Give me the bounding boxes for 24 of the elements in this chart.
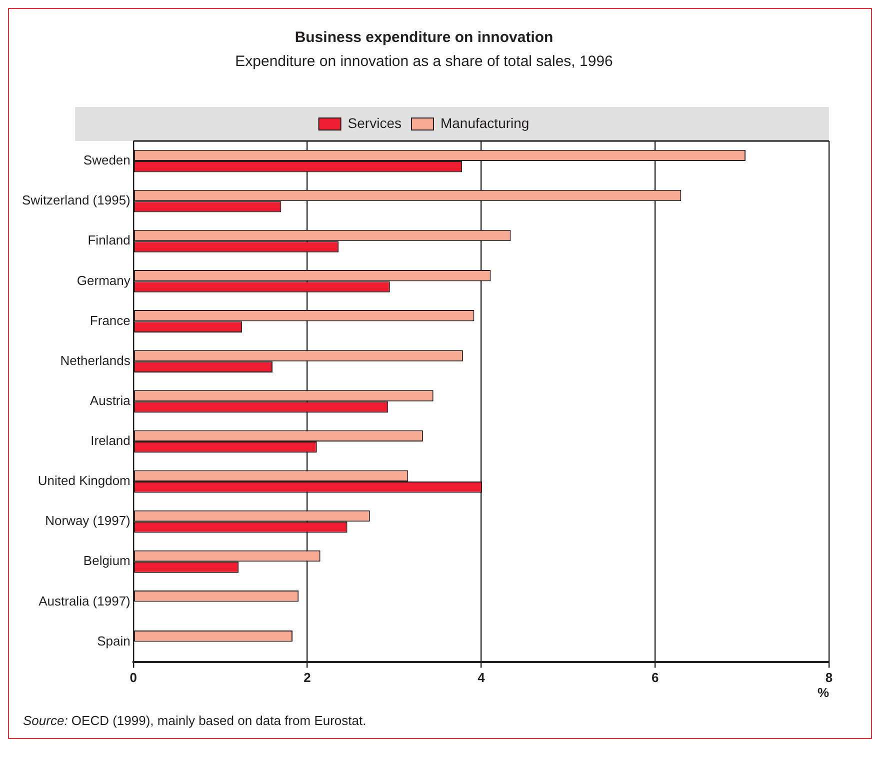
x-tick-label: 2 bbox=[304, 670, 311, 686]
y-tick-label: Australia (1997) bbox=[38, 593, 130, 608]
x-tick-label: 6 bbox=[651, 670, 659, 686]
y-tick-label: Switzerland (1995) bbox=[22, 192, 130, 208]
y-tick-label: Ireland bbox=[90, 433, 130, 448]
y-tick-label: Sweden bbox=[83, 152, 130, 168]
y-tick-label: Austria bbox=[90, 392, 132, 408]
x-axis-title: % bbox=[817, 684, 830, 700]
y-tick-label: Finland bbox=[88, 232, 130, 248]
y-tick-label: Germany bbox=[76, 272, 131, 288]
y-tick-label: Netherlands bbox=[60, 352, 131, 368]
chart-title: Business expenditure on innovation bbox=[294, 29, 554, 46]
legend-label: Services bbox=[348, 114, 402, 131]
y-tick-label: United Kingdom bbox=[38, 473, 130, 488]
y-tick-label: Belgium bbox=[83, 553, 130, 568]
x-tick-label: 0 bbox=[130, 670, 138, 686]
y-tick-label: Spain bbox=[97, 633, 130, 648]
y-tick-label: France bbox=[90, 312, 130, 328]
x-tick-label: 8 bbox=[825, 670, 833, 686]
source-note: Source: OECD (1999), mainly based on data from Eurostat. bbox=[23, 713, 366, 728]
legend-label: Manufacturing bbox=[440, 114, 530, 131]
y-tick-label: Norway (1997) bbox=[45, 513, 130, 528]
x-tick-label: 4 bbox=[478, 670, 486, 686]
chart-subtitle: Expenditure on innovation as a share of total sales, 1996 bbox=[235, 53, 613, 70]
